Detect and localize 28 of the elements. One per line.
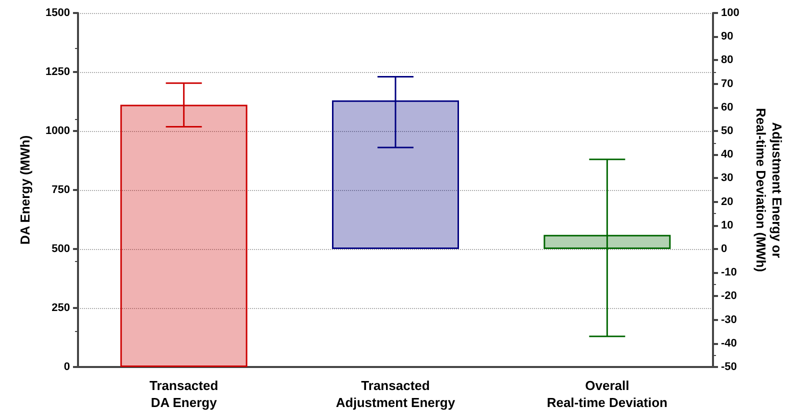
y2-tick-label: 30 xyxy=(721,172,734,184)
y-tick-label: 250 xyxy=(52,302,70,314)
y2-tick-label: 40 xyxy=(721,148,734,161)
y2-tick-label: 20 xyxy=(721,196,734,208)
y-tick-label: 0 xyxy=(64,361,70,373)
y-tick-label: 1000 xyxy=(46,125,70,137)
y-tick-label: 1500 xyxy=(46,7,70,19)
y2-tick-label: 90 xyxy=(721,30,734,43)
y2-tick-label: -10 xyxy=(721,266,737,279)
x-tick-label: Transacted Adjustment Energy xyxy=(336,378,456,410)
y2-tick-label: 0 xyxy=(721,243,728,255)
y2-tick-label: 50 xyxy=(721,125,734,137)
y-tick-label: 750 xyxy=(52,184,70,196)
y2-tick-label: 80 xyxy=(721,54,734,66)
y2-tick-label: -40 xyxy=(721,337,737,350)
y-axis-title: DA Energy (MWh) xyxy=(18,135,32,245)
y2-tick-label: 10 xyxy=(721,219,734,232)
y2-tick-label: 60 xyxy=(721,101,734,114)
y-tick-label: 1250 xyxy=(46,66,70,78)
y-tick-label: 500 xyxy=(52,243,70,255)
y2-tick-label: 70 xyxy=(721,78,734,90)
y2-tick-label: -20 xyxy=(721,290,737,302)
y2-tick-label: -50 xyxy=(721,361,737,373)
y2-tick-label: 100 xyxy=(721,7,740,19)
x-tick-label: Overall Real-time Deviation xyxy=(546,378,668,410)
x-tick-label: Transacted DA Energy xyxy=(150,378,218,410)
y2-tick-label: -30 xyxy=(721,314,737,326)
y2-axis-title: Adjustment Energy or Real-time Deviation (MWh) xyxy=(754,108,784,272)
